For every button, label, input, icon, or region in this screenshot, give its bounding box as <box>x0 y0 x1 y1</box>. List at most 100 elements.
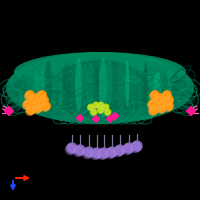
Circle shape <box>90 150 101 160</box>
Ellipse shape <box>185 83 199 93</box>
Circle shape <box>158 100 166 108</box>
Polygon shape <box>92 116 100 122</box>
Circle shape <box>164 103 172 111</box>
Circle shape <box>98 107 104 113</box>
Circle shape <box>98 150 108 160</box>
Circle shape <box>98 103 103 108</box>
Circle shape <box>132 141 142 151</box>
Circle shape <box>40 96 48 104</box>
Circle shape <box>158 104 166 112</box>
Ellipse shape <box>147 63 156 109</box>
Circle shape <box>122 144 132 154</box>
Circle shape <box>88 104 94 110</box>
Circle shape <box>103 104 109 110</box>
Ellipse shape <box>93 67 101 108</box>
Circle shape <box>102 105 108 110</box>
Circle shape <box>104 110 110 116</box>
Circle shape <box>33 100 41 108</box>
Circle shape <box>162 92 170 100</box>
Ellipse shape <box>172 83 192 97</box>
Circle shape <box>164 97 172 105</box>
Ellipse shape <box>143 60 148 110</box>
Ellipse shape <box>45 60 52 110</box>
Circle shape <box>88 105 93 110</box>
Polygon shape <box>186 106 196 116</box>
Polygon shape <box>106 116 114 122</box>
Circle shape <box>148 101 156 109</box>
Circle shape <box>115 145 125 155</box>
Circle shape <box>130 142 140 152</box>
Ellipse shape <box>178 75 186 100</box>
Ellipse shape <box>153 73 162 105</box>
Ellipse shape <box>58 68 63 109</box>
Circle shape <box>26 91 34 99</box>
Circle shape <box>26 107 34 115</box>
Circle shape <box>25 92 33 100</box>
Ellipse shape <box>8 103 22 113</box>
Polygon shape <box>76 114 84 121</box>
Ellipse shape <box>50 60 150 120</box>
Circle shape <box>156 94 164 102</box>
Ellipse shape <box>22 87 38 97</box>
Ellipse shape <box>1 83 15 93</box>
Circle shape <box>93 102 99 108</box>
Circle shape <box>155 95 163 103</box>
Ellipse shape <box>34 69 38 107</box>
Ellipse shape <box>75 58 82 112</box>
Ellipse shape <box>112 65 118 111</box>
Ellipse shape <box>87 62 95 112</box>
Circle shape <box>105 109 111 115</box>
Circle shape <box>66 144 76 154</box>
Ellipse shape <box>21 73 27 97</box>
Ellipse shape <box>181 92 195 104</box>
Ellipse shape <box>15 81 21 97</box>
Ellipse shape <box>26 72 34 104</box>
Circle shape <box>151 91 159 99</box>
Circle shape <box>33 105 41 113</box>
Circle shape <box>92 148 102 158</box>
Ellipse shape <box>99 57 107 118</box>
Circle shape <box>31 94 39 102</box>
Circle shape <box>163 91 171 99</box>
Circle shape <box>41 103 49 111</box>
Ellipse shape <box>15 76 35 88</box>
Ellipse shape <box>165 76 185 88</box>
Circle shape <box>74 146 84 156</box>
Circle shape <box>32 101 40 109</box>
Circle shape <box>98 108 103 114</box>
Ellipse shape <box>106 57 112 107</box>
Circle shape <box>91 109 97 115</box>
Circle shape <box>149 107 157 115</box>
Circle shape <box>98 102 104 108</box>
Circle shape <box>27 106 35 114</box>
Circle shape <box>157 101 165 109</box>
Circle shape <box>75 145 85 155</box>
Ellipse shape <box>11 100 29 110</box>
Circle shape <box>24 100 32 108</box>
Circle shape <box>23 101 31 109</box>
Ellipse shape <box>162 87 178 97</box>
Circle shape <box>37 92 45 100</box>
Circle shape <box>30 95 38 103</box>
Ellipse shape <box>51 62 58 105</box>
Circle shape <box>150 106 158 114</box>
Circle shape <box>38 91 46 99</box>
Circle shape <box>149 100 157 108</box>
Ellipse shape <box>62 62 71 107</box>
Circle shape <box>157 105 165 113</box>
Circle shape <box>83 148 92 158</box>
Circle shape <box>42 102 50 110</box>
Polygon shape <box>4 106 14 116</box>
Polygon shape <box>112 112 118 119</box>
Ellipse shape <box>130 56 136 111</box>
Ellipse shape <box>14 52 186 92</box>
Ellipse shape <box>38 70 46 110</box>
Circle shape <box>124 143 134 153</box>
Ellipse shape <box>173 75 179 103</box>
Circle shape <box>67 143 77 153</box>
Ellipse shape <box>81 64 89 107</box>
Ellipse shape <box>117 60 125 115</box>
Ellipse shape <box>178 103 192 113</box>
Ellipse shape <box>6 52 194 124</box>
Ellipse shape <box>168 68 172 98</box>
